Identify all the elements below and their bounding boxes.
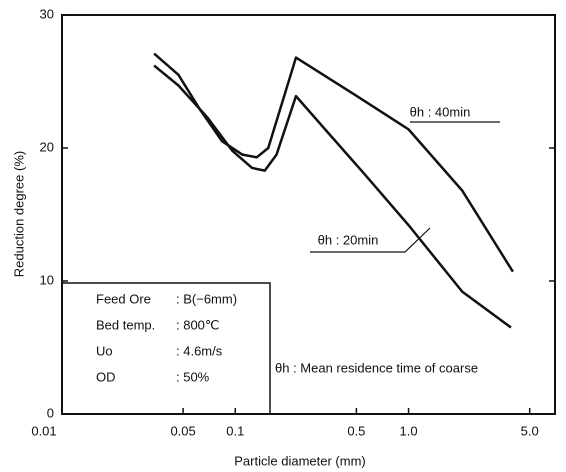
condition-value: : 50% (176, 369, 210, 384)
series-line (153, 64, 512, 329)
plot-frame (61, 14, 556, 415)
series-label: θh : 40min (410, 104, 471, 119)
condition-label: Uo (96, 343, 113, 358)
y-tick-label: 10 (40, 272, 54, 287)
conditions-box (61, 282, 271, 415)
condition-label: Bed temp. (96, 317, 155, 332)
x-tick-label: 0.5 (347, 423, 365, 438)
x-tick-label: 5.0 (521, 423, 539, 438)
x-tick-label: 0.05 (170, 423, 195, 438)
y-tick-label: 20 (40, 139, 54, 154)
x-axis-label: Particle diameter (mm) (234, 453, 365, 468)
condition-value: : B(−6mm) (176, 291, 237, 306)
condition-value: : 4.6m/s (176, 343, 223, 358)
y-tick-label: 0 (47, 405, 54, 420)
y-axis-label: Reduction degree (%) (11, 151, 26, 277)
x-tick-label: 0.1 (226, 423, 244, 438)
condition-label: Feed Ore (96, 291, 151, 306)
x-tick-label: 1.0 (400, 423, 418, 438)
series-label: θh : 20min (318, 232, 379, 247)
condition-label: OD (96, 369, 116, 384)
y-tick-label: 30 (40, 6, 54, 21)
note: θh : Mean residence time of coarse (275, 360, 478, 375)
leader-line (310, 227, 431, 253)
x-tick-label: 0.01 (31, 423, 56, 438)
condition-value: : 800℃ (176, 317, 220, 332)
